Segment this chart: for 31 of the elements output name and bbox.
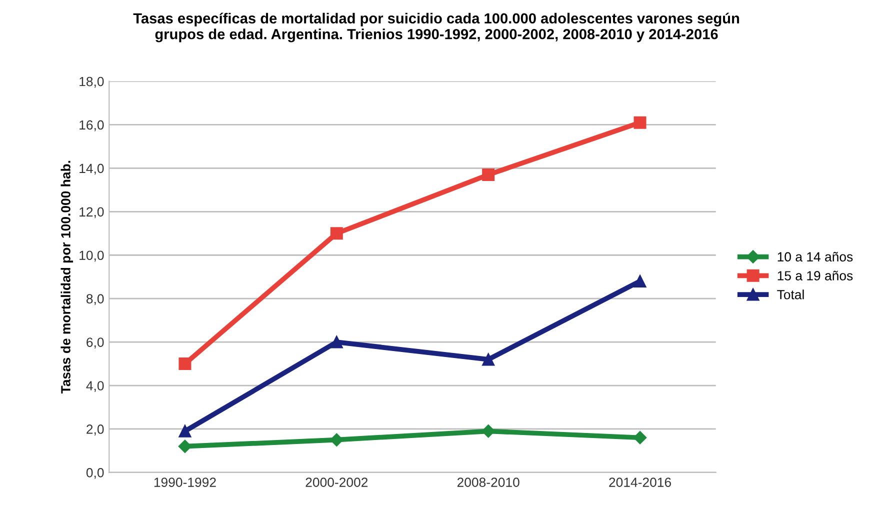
legend-label: Total (777, 290, 804, 300)
point (482, 168, 495, 181)
point (634, 116, 646, 129)
y-tick-label: 12,0 (80, 207, 104, 218)
x-tick-label: 2008-2010 (457, 478, 520, 487)
legend-label: 10 a 14 años (778, 252, 853, 262)
point (633, 431, 647, 444)
y-tick-label: 18,0 (80, 76, 104, 88)
y-tick-label: 2,0 (86, 424, 104, 436)
point (178, 424, 192, 438)
y-tick-label: 10,0 (80, 250, 104, 262)
x-tick-label: 2014-2016 (609, 478, 671, 487)
y-tick-label: 14,0 (80, 164, 104, 175)
point (634, 274, 646, 288)
point (330, 336, 343, 348)
point (330, 227, 343, 240)
point (482, 424, 495, 438)
x-tick-label: 2000-2002 (306, 478, 368, 487)
point (482, 353, 495, 366)
chart-title: Tasas específicas de mortalidad por suicidio cada 100.000 adolescentes varones según grupos de edad. Argentina. Trienios 1990-1992, 2000-2002, 2008-2010 y 2014-2016 (133, 12, 740, 42)
point (178, 358, 192, 370)
y-tick-label: 4,0 (86, 381, 104, 392)
y-tick-label: 8,0 (86, 294, 104, 306)
legend-label: 15 a 19 años (778, 270, 853, 280)
y-tick-label: 6,0 (86, 338, 104, 349)
y-tick-label: 16,0 (80, 120, 104, 132)
y-tick-label: 0,0 (86, 468, 104, 479)
point (330, 433, 344, 446)
x-tick-label: 1990-1992 (154, 478, 216, 487)
point (178, 440, 192, 453)
y-axis-title: Tasas de mortalidad por 100.000 hab. (60, 160, 74, 394)
